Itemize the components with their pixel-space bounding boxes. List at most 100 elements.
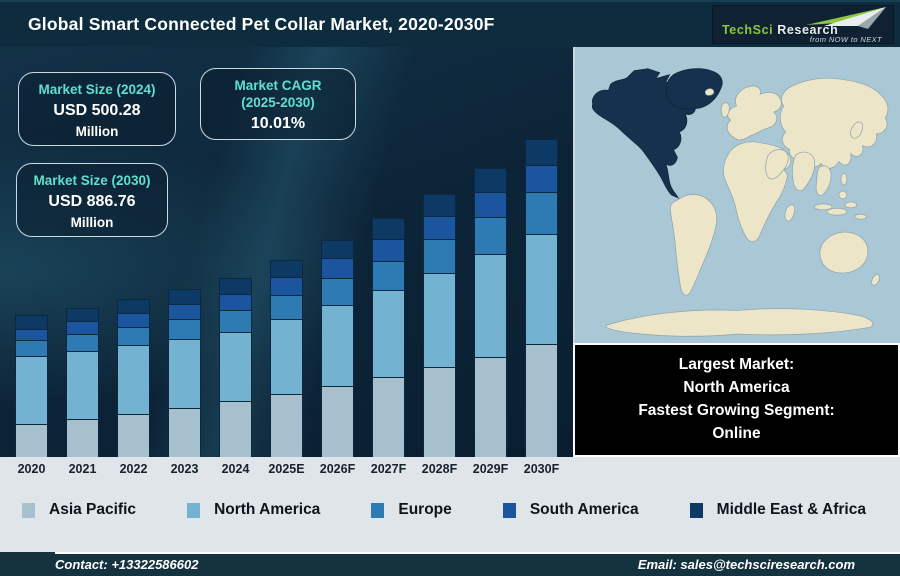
bar-segment [15, 315, 48, 329]
legend-swatch [22, 502, 35, 518]
bar-2029F [468, 167, 513, 457]
stat-unit: Million [70, 215, 114, 230]
bar-segment [372, 239, 405, 261]
bar-segment [525, 165, 558, 193]
stacked-bar [321, 240, 354, 457]
stat-title: Market CAGR [234, 78, 322, 93]
bar-segment [219, 277, 252, 294]
bar-segment [423, 194, 456, 216]
legend-label: North America [214, 501, 321, 518]
stat-value: 10.01% [250, 115, 306, 132]
bar-segment [219, 293, 252, 310]
island [854, 213, 867, 220]
legend-swatch [187, 502, 201, 518]
logo-brand2: Research [777, 23, 839, 37]
callout-line: Largest Market: [678, 356, 795, 373]
x-axis-labels: 2020 2021 2022 2023 2024 2025E 2026F 2027F 2028F… [6, 462, 567, 476]
legend: Asia Pacific North America Europe South Ame… [0, 501, 900, 519]
footer-email: Email: sales@techsciresearch.com [637, 556, 855, 572]
stat-title: Market Size (2024) [38, 82, 156, 97]
stat-value: USD 500.28 [53, 102, 141, 119]
stat-box-market-size-2030: Market Size (2030) USD 886.76 Million [16, 163, 168, 237]
main-area: Market Size (2024) USD 500.28 Million Ma… [0, 47, 900, 457]
bar-segment [117, 414, 150, 457]
stat-title-line2: (2025-2030) [241, 95, 315, 110]
bar-segment [66, 334, 99, 351]
bar-segment [525, 192, 558, 235]
logo-tagline: from NOW to NEXT [809, 35, 882, 44]
bar-2028F [417, 194, 462, 457]
legend-item-south-america: South America [502, 501, 639, 519]
asia-region [779, 77, 889, 169]
stat-box-market-size-2024: Market Size (2024) USD 500.28 Million [18, 72, 176, 146]
bar-segment [270, 394, 303, 457]
bar-segment [117, 345, 150, 414]
stacked-bar [270, 259, 303, 457]
logo-brand1: TechSci [722, 23, 774, 37]
stat-title: Market Size (2030) [33, 173, 151, 188]
x-axis-label: 2030F [523, 462, 560, 476]
techsci-logo: TechSci Research from NOW to NEXT [712, 5, 894, 44]
footer: Contact: +13322586602 Email: sales@techs… [0, 552, 900, 576]
bar-segment [168, 338, 201, 408]
arabia-region [765, 149, 789, 180]
legend-item-north-america: North America [187, 501, 320, 519]
bar-segment [66, 350, 99, 419]
bar-2021 [60, 307, 105, 457]
bars-row [6, 47, 567, 457]
iceland [704, 88, 715, 96]
x-axis-label: 2024 [221, 462, 250, 476]
x-axis-label: 2028F [421, 462, 458, 476]
bar-segment [270, 318, 303, 395]
page-title: Global Smart Connected Pet Collar Market… [28, 14, 495, 34]
bar-segment [270, 259, 303, 277]
right-column: Largest Market: North America Fastest Gr… [573, 47, 900, 457]
bar-segment [372, 289, 405, 378]
bar-segment [219, 331, 252, 402]
bar-segment [423, 272, 456, 368]
bar-segment [117, 312, 150, 327]
x-axis-label: 2020 [17, 462, 46, 476]
stacked-bar [168, 289, 201, 457]
bar-segment [423, 367, 456, 457]
bar-segment [321, 386, 354, 457]
bar-segment [423, 238, 456, 273]
world-map [591, 68, 889, 337]
legend-label: Middle East & Africa [716, 501, 866, 518]
x-axis-label: 2029F [472, 462, 509, 476]
bar-2024 [213, 277, 258, 457]
bar-segment [321, 304, 354, 386]
bar-segment [525, 344, 558, 457]
stacked-bar [66, 307, 99, 457]
island [844, 201, 858, 209]
madagascar [784, 204, 796, 222]
bar-segment [474, 167, 507, 192]
island [826, 207, 848, 216]
world-map-panel [573, 47, 900, 343]
legend-label: Asia Pacific [49, 501, 137, 518]
stacked-bar [474, 167, 507, 457]
bar-segment [321, 278, 354, 305]
stacked-bar [423, 194, 456, 457]
bar-2026F [315, 240, 360, 457]
stacked-bar [372, 218, 405, 457]
bar-segment [372, 218, 405, 240]
legend-item-middle-east-africa: Middle East & Africa [689, 501, 866, 519]
bar-segment [168, 289, 201, 304]
stat-value: USD 886.76 [48, 193, 136, 210]
bar-segment [270, 276, 303, 295]
legend-item-asia-pacific: Asia Pacific [22, 501, 136, 519]
india-region [792, 151, 816, 192]
bar-2027F [366, 218, 411, 457]
southeast-asia-region [815, 165, 832, 196]
bottom-strip: 2020 2021 2022 2023 2024 2025E 2026F 2027F 2028F… [0, 457, 900, 552]
bar-segment [372, 377, 405, 457]
stacked-bar [525, 138, 558, 457]
bar-segment [168, 303, 201, 319]
bar-2030F [519, 138, 564, 457]
footer-divider [55, 552, 900, 554]
x-axis-label: 2027F [370, 462, 407, 476]
stacked-bar [117, 298, 150, 457]
chart-panel: Market Size (2024) USD 500.28 Million Ma… [0, 47, 573, 457]
japan [850, 121, 864, 139]
